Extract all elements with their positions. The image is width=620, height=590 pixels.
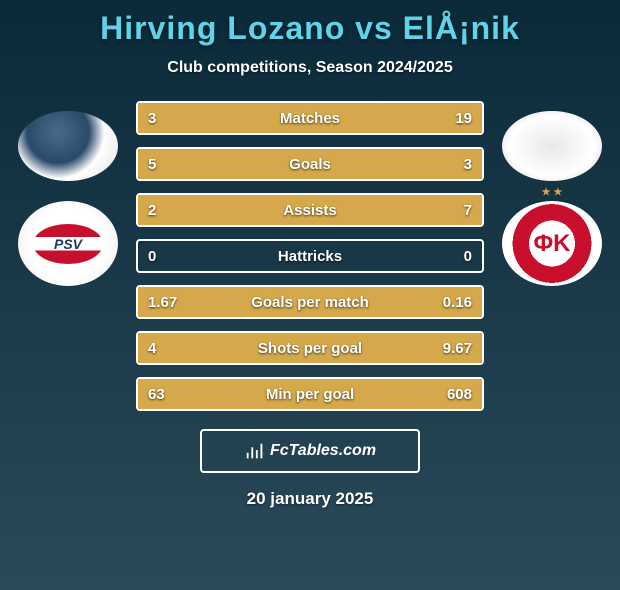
stat-label: Shots per goal	[258, 340, 362, 357]
stat-value-right: 3	[464, 156, 472, 173]
club-logo-right-text: ΦK	[533, 230, 570, 258]
stat-row: 1.67 Goals per match 0.16	[136, 285, 484, 319]
stat-label: Min per goal	[266, 386, 354, 403]
stat-value-left: 0	[148, 248, 156, 265]
stat-value-left: 5	[148, 156, 156, 173]
subtitle: Club competitions, Season 2024/2025	[0, 59, 620, 77]
player-photo-right	[502, 111, 602, 181]
stat-bar-right	[351, 149, 482, 179]
stat-value-right: 0.16	[443, 294, 472, 311]
watermark-text: FcTables.com	[270, 442, 376, 460]
right-player-column: ★ ★ ΦK	[492, 101, 612, 411]
watermark: FcTables.com	[200, 429, 420, 473]
stat-label: Goals per match	[251, 294, 369, 311]
stat-label: Matches	[280, 110, 340, 127]
date-label: 20 january 2025	[0, 489, 620, 509]
stat-row: 3 Matches 19	[136, 101, 484, 135]
stat-value-right: 9.67	[443, 340, 472, 357]
stat-value-right: 7	[464, 202, 472, 219]
left-player-column: PSV	[8, 101, 128, 411]
stat-value-left: 4	[148, 340, 156, 357]
club-logo-left-text: PSV	[33, 224, 103, 264]
stat-row: 5 Goals 3	[136, 147, 484, 181]
stat-bar-right	[214, 195, 482, 225]
stat-value-right: 19	[455, 110, 472, 127]
club-logo-right: ★ ★ ΦK	[502, 201, 602, 286]
club-logo-left: PSV	[18, 201, 118, 286]
stat-value-left: 63	[148, 386, 165, 403]
stat-label: Goals	[289, 156, 331, 173]
stat-bar-left	[138, 103, 196, 133]
stat-row: 2 Assists 7	[136, 193, 484, 227]
comparison-panel: PSV 3 Matches 19 5 Goals 3 2 Assists 7 0 Hattricks…	[0, 101, 620, 411]
stat-label: Assists	[283, 202, 336, 219]
stat-row: 0 Hattricks 0	[136, 239, 484, 273]
stat-value-left: 2	[148, 202, 156, 219]
stat-row: 63 Min per goal 608	[136, 377, 484, 411]
stat-row: 4 Shots per goal 9.67	[136, 331, 484, 365]
stat-label: Hattricks	[278, 248, 342, 265]
page-title: Hirving Lozano vs ElÅ¡nik	[0, 10, 620, 47]
player-photo-left	[18, 111, 118, 181]
club-logo-stars-icon: ★ ★	[542, 187, 563, 198]
stat-value-right: 608	[447, 386, 472, 403]
chart-bars-icon	[244, 440, 266, 462]
stat-value-left: 3	[148, 110, 156, 127]
stat-value-right: 0	[464, 248, 472, 265]
stats-column: 3 Matches 19 5 Goals 3 2 Assists 7 0 Hattricks 0 1.6…	[128, 101, 492, 411]
stat-value-left: 1.67	[148, 294, 177, 311]
